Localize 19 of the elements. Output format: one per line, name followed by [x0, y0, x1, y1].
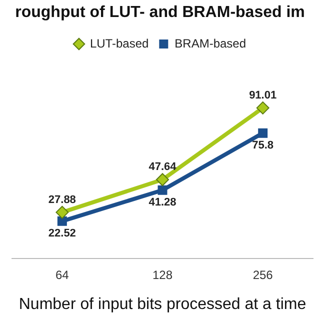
- chart-title: roughput of LUT- and BRAM-based im: [14, 4, 306, 22]
- point: [57, 216, 67, 226]
- point: [156, 173, 169, 186]
- data-label: 22.52: [48, 228, 76, 240]
- point: [158, 185, 168, 195]
- point: [256, 101, 270, 114]
- data-label: 27.88: [48, 194, 76, 206]
- data-label: 47.64: [148, 161, 178, 174]
- data-label: 41.28: [148, 196, 176, 209]
- x-tick-label: 64: [55, 268, 70, 282]
- x-axis-title: Number of input bits processed at a time: [18, 296, 306, 313]
- data-label: 91.01: [249, 89, 277, 102]
- point: [258, 128, 268, 138]
- legend-label: LUT-based: [90, 36, 149, 50]
- point: [56, 206, 69, 219]
- legend-label: BRAM-based: [174, 36, 246, 50]
- data-label: 75.8: [252, 140, 274, 152]
- x-tick-label: 256: [252, 268, 274, 282]
- x-tick-label: 128: [152, 268, 173, 282]
